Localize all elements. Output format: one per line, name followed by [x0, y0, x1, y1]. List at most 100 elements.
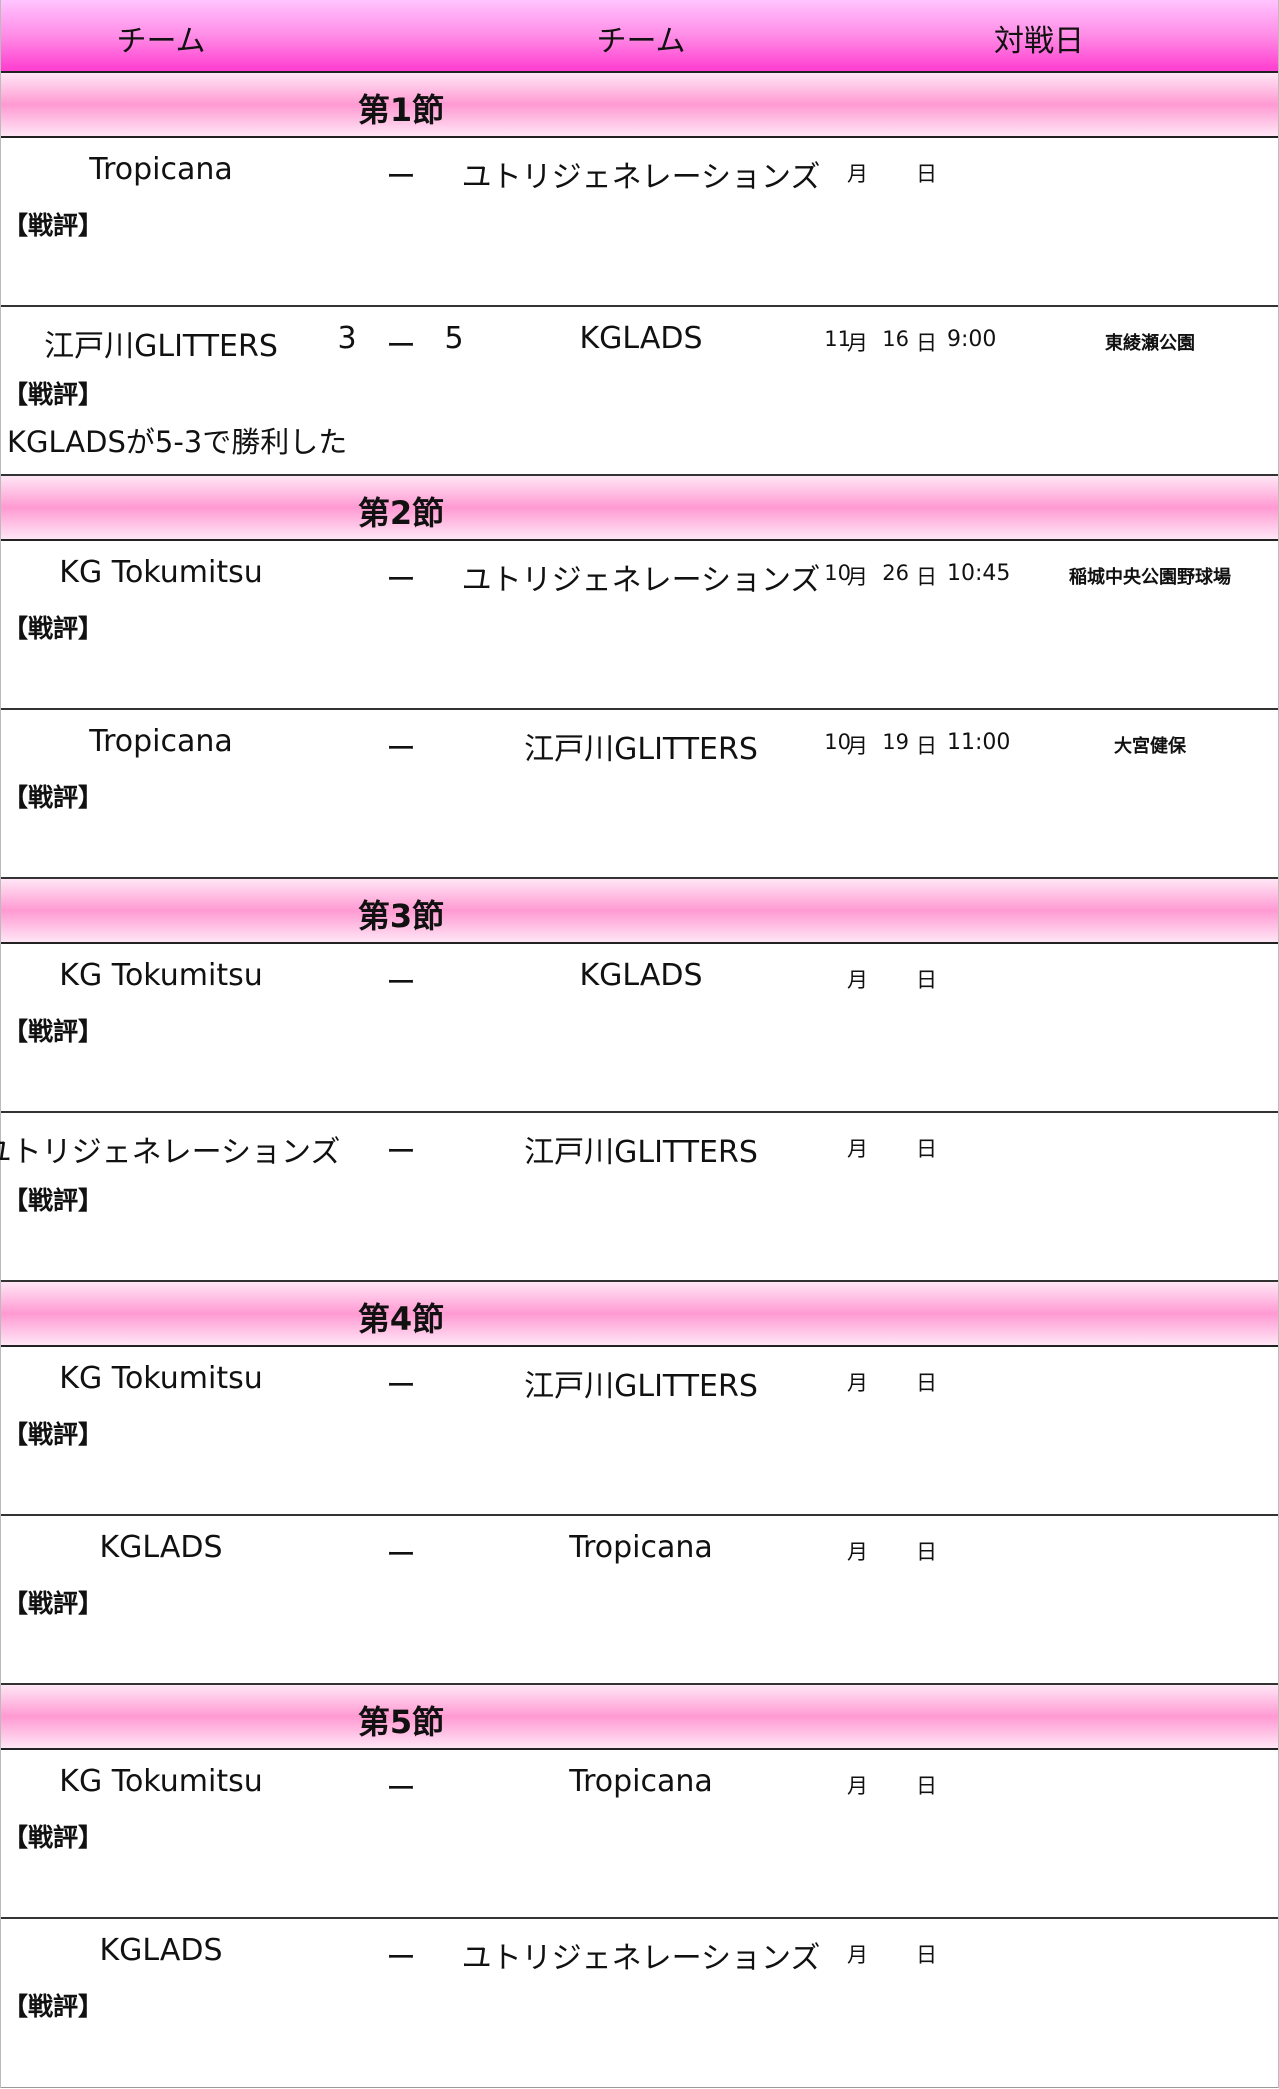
away-team: KGLADS — [579, 958, 703, 993]
match-row: 江戸川GLITTERS 3 ー 5 KGLADS 11 月 16 日 9:00 東綾瀬公園【戦評】 K… — [1, 307, 1278, 476]
review-label: 【戦評】 — [3, 1186, 104, 1215]
table-header: チーム チーム 対戦日 — [1, 0, 1278, 73]
vs-dash: ー — [386, 160, 416, 195]
match-time: 9:00 — [947, 327, 997, 352]
month-label: 月 — [847, 1943, 868, 1967]
review-label: 【戦評】 — [3, 211, 104, 240]
home-team: 江戸川GLITTERS — [44, 329, 278, 364]
section-header: 第1節 — [1, 73, 1278, 138]
vs-dash: ー — [386, 966, 416, 1001]
home-team: KGLADS — [99, 1933, 223, 1968]
match-day: 16 — [882, 327, 909, 351]
section-header: 第5節 — [1, 1685, 1278, 1750]
match-time: 10:45 — [947, 561, 1011, 586]
day-label: 日 — [916, 565, 937, 589]
home-team: KG Tokumitsu — [59, 555, 263, 590]
review-label: 【戦評】 — [3, 783, 104, 812]
away-team: 江戸川GLITTERS — [524, 1135, 758, 1170]
review-label: 【戦評】 — [3, 1589, 104, 1618]
match-row: ユトリジェネレーションズ ー 江戸川GLITTERS 月 日【戦評】 — [0, 1113, 1278, 1282]
vs-dash: ー — [386, 1941, 416, 1976]
home-team: ユトリジェネレーションズ — [0, 1135, 341, 1170]
header-team1: チーム — [116, 24, 206, 59]
away-team: Tropicana — [569, 1764, 713, 1799]
review-label: 【戦評】 — [3, 1420, 104, 1449]
review-label: 【戦評】 — [3, 380, 104, 409]
day-label: 日 — [916, 734, 937, 758]
match-month: 10 — [824, 561, 851, 585]
day-label: 日 — [916, 331, 937, 355]
month-label: 月 — [847, 565, 868, 589]
day-label: 日 — [916, 162, 937, 186]
section-header: 第2節 — [1, 476, 1278, 541]
match-row: KG Tokumitsu ー Tropicana 月 日【戦評】 — [1, 1750, 1278, 1919]
match-row: Tropicana ー 江戸川GLITTERS 10 月 19 日 11:00 大宮健保【戦評】 — [1, 710, 1278, 879]
home-team: Tropicana — [89, 724, 233, 759]
match-row: KG Tokumitsu ー 江戸川GLITTERS 月 日【戦評】 — [1, 1347, 1278, 1516]
match-day: 19 — [882, 730, 909, 754]
away-team: 江戸川GLITTERS — [524, 732, 758, 767]
month-label: 月 — [847, 734, 868, 758]
month-label: 月 — [847, 1540, 868, 1564]
day-label: 日 — [916, 1540, 937, 1564]
month-label: 月 — [847, 1371, 868, 1395]
month-label: 月 — [847, 968, 868, 992]
match-row: KGLADS ー ユトリジェネレーションズ 月 日【戦評】 — [1, 1919, 1278, 2088]
section-title: 第4節 — [357, 1300, 445, 1338]
match-day: 26 — [882, 561, 909, 585]
vs-dash: ー — [386, 1772, 416, 1807]
match-venue: 大宮健保 — [1114, 736, 1186, 757]
match-venue: 東綾瀬公園 — [1105, 333, 1195, 354]
away-team: 江戸川GLITTERS — [524, 1369, 758, 1404]
day-label: 日 — [916, 968, 937, 992]
match-row: Tropicana ー ユトリジェネレーションズ 月 日【戦評】 — [1, 138, 1278, 307]
section-title: 第2節 — [357, 494, 445, 532]
away-team: ユトリジェネレーションズ — [461, 160, 821, 195]
match-month: 10 — [824, 730, 851, 754]
section-header: 第3節 — [1, 879, 1278, 944]
home-team: KGLADS — [99, 1530, 223, 1565]
match-month: 11 — [824, 327, 851, 351]
month-label: 月 — [847, 1774, 868, 1798]
home-team: KG Tokumitsu — [59, 1764, 263, 1799]
home-team: KG Tokumitsu — [59, 1361, 263, 1396]
review-label: 【戦評】 — [3, 1823, 104, 1852]
section-title: 第3節 — [357, 897, 445, 935]
match-time: 11:00 — [947, 730, 1011, 755]
away-team: KGLADS — [579, 321, 703, 356]
away-team: ユトリジェネレーションズ — [461, 1941, 821, 1976]
review-label: 【戦評】 — [3, 1017, 104, 1046]
vs-dash: ー — [386, 1135, 416, 1170]
day-label: 日 — [916, 1137, 937, 1161]
vs-dash: ー — [386, 329, 416, 364]
home-team: KG Tokumitsu — [59, 958, 263, 993]
away-team: ユトリジェネレーションズ — [461, 563, 821, 598]
day-label: 日 — [916, 1371, 937, 1395]
month-label: 月 — [847, 162, 868, 186]
month-label: 月 — [847, 1137, 868, 1161]
vs-dash: ー — [386, 732, 416, 767]
month-label: 月 — [847, 331, 868, 355]
vs-dash: ー — [386, 1538, 416, 1573]
section-title: 第5節 — [357, 1703, 445, 1741]
review-label: 【戦評】 — [3, 1992, 104, 2021]
vs-dash: ー — [386, 1369, 416, 1404]
vs-dash: ー — [386, 563, 416, 598]
section-header: 第4節 — [1, 1282, 1278, 1347]
match-row: KG Tokumitsu ー KGLADS 月 日【戦評】 — [1, 944, 1278, 1113]
match-row: KGLADS ー Tropicana 月 日【戦評】 — [1, 1516, 1278, 1685]
review-text: KGLADSが5-3で勝利した — [7, 425, 348, 459]
day-label: 日 — [916, 1943, 937, 1967]
header-date: 対戦日 — [994, 24, 1084, 59]
home-score: 3 — [337, 321, 357, 356]
day-label: 日 — [916, 1774, 937, 1798]
match-row: KG Tokumitsu ー ユトリジェネレーションズ 10 月 26 日 10:45 稲城中央… — [1, 541, 1278, 710]
header-team2: チーム — [596, 24, 686, 59]
away-team: Tropicana — [569, 1530, 713, 1565]
home-team: Tropicana — [89, 152, 233, 187]
section-title: 第1節 — [357, 91, 445, 129]
review-label: 【戦評】 — [3, 614, 104, 643]
away-score: 5 — [444, 321, 464, 356]
match-venue: 稲城中央公園野球場 — [1069, 567, 1231, 588]
